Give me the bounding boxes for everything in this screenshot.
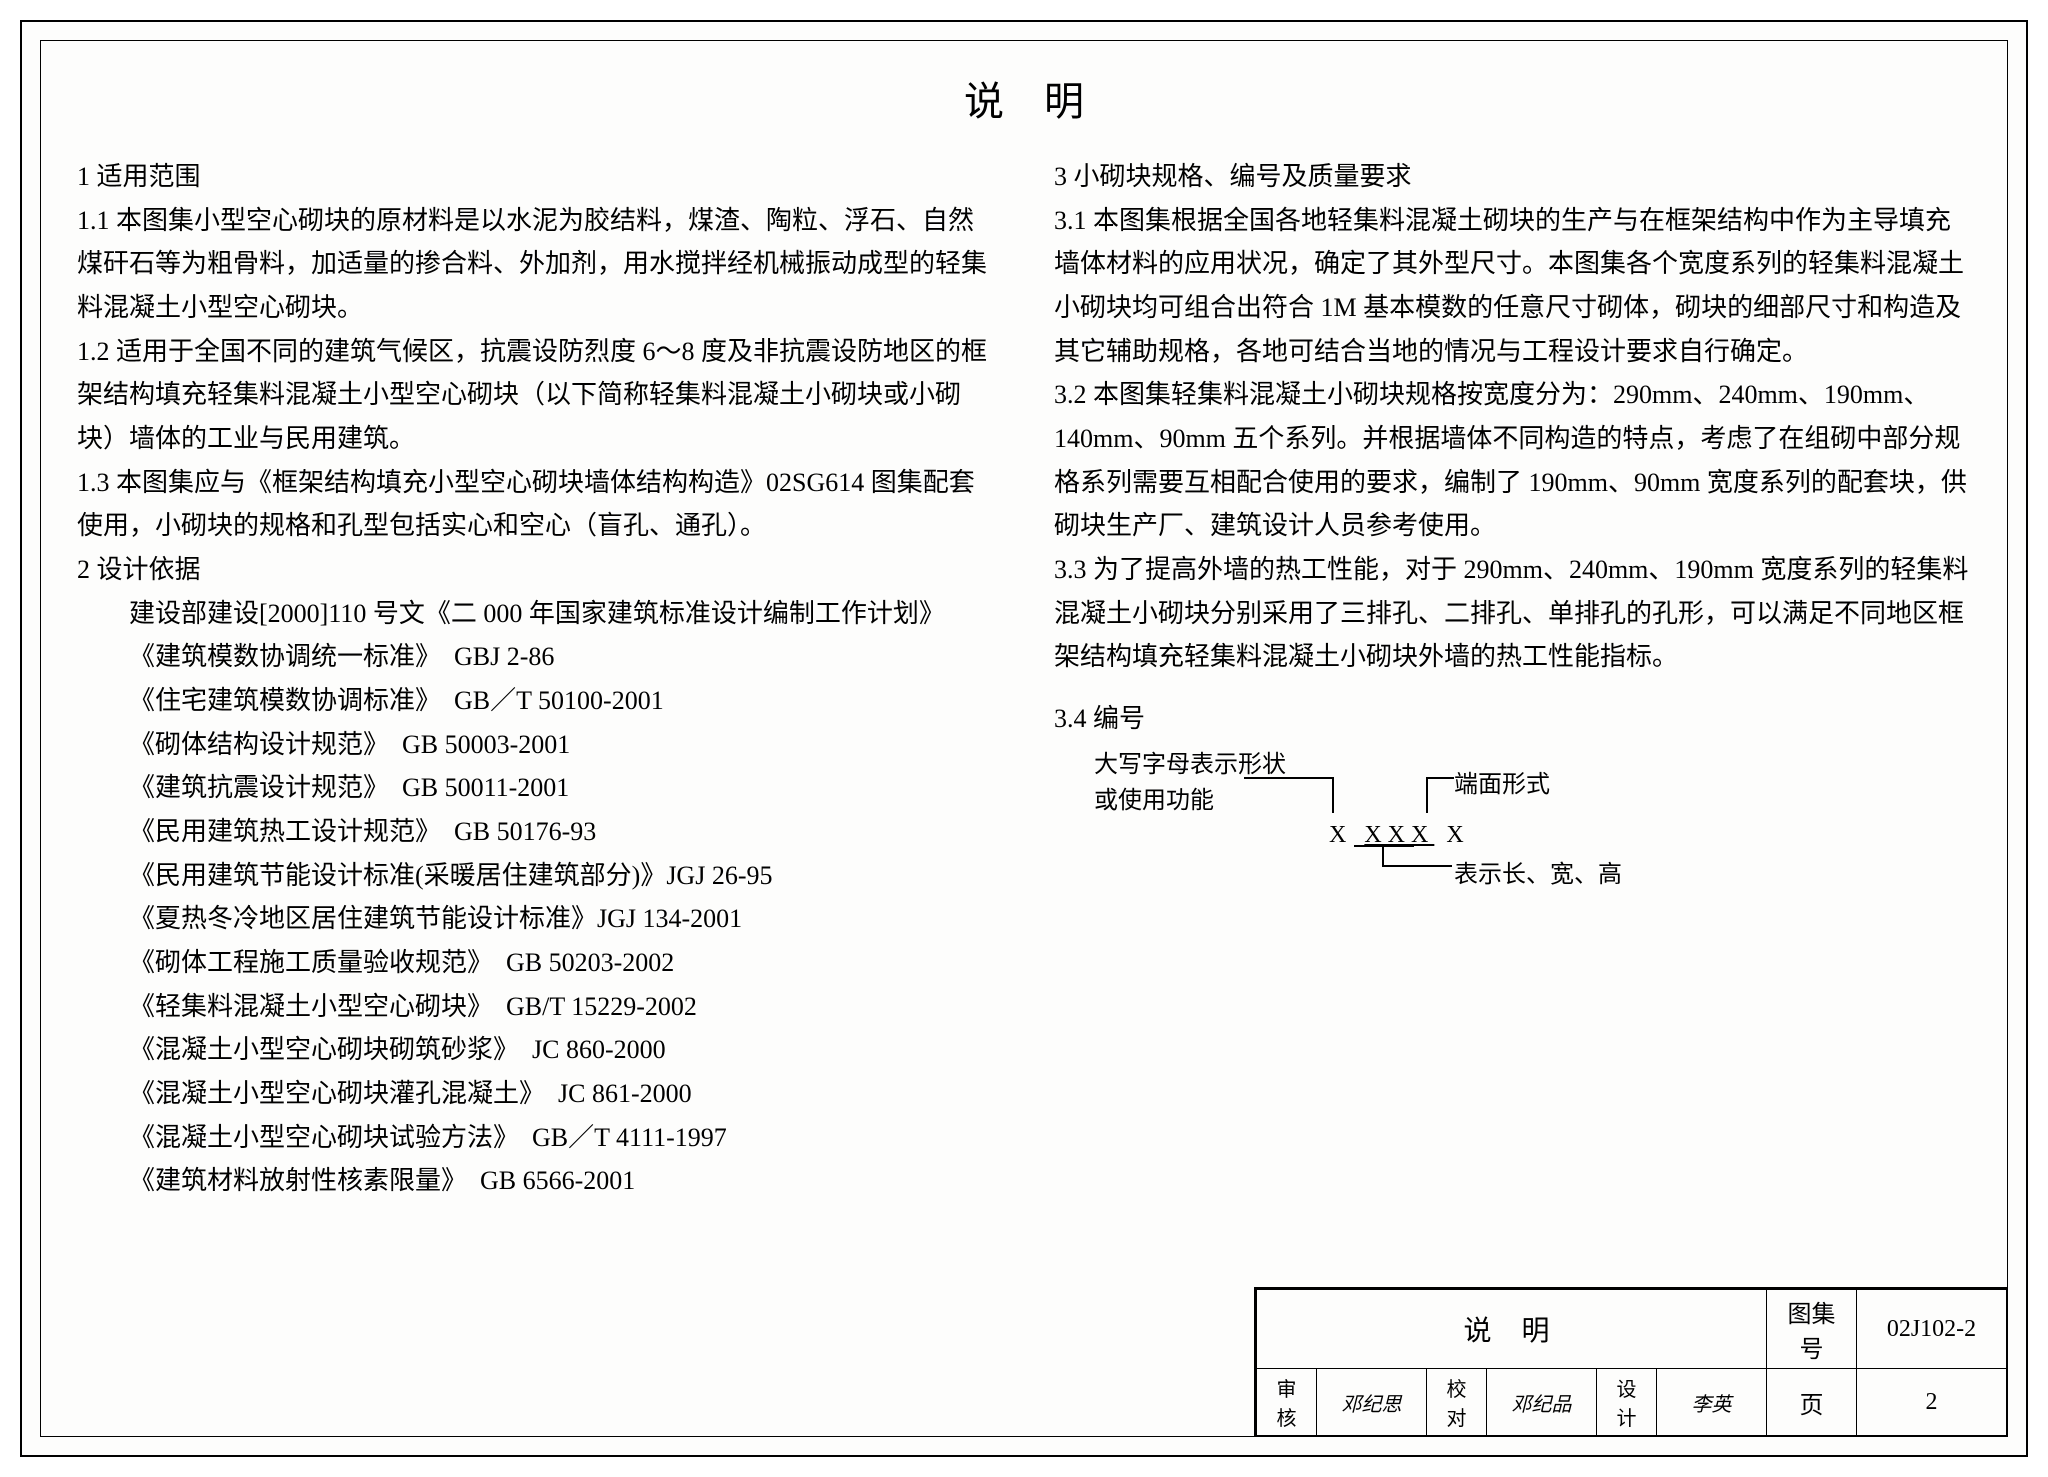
left-column: 1 适用范围 1.1 本图集小型空心砌块的原材料是以水泥为胶结料，煤渣、陶粒、浮…: [77, 155, 994, 1432]
titleblock-shenhe-label: 审核: [1257, 1369, 1317, 1436]
title-block: 说明 图集号 02J102-2 审核 邓纪思 校对 邓纪品 设计 李英 页 2: [1254, 1287, 2007, 1436]
standard-line: 《民用建筑节能设计标准(采暖居住建筑部分)》JGJ 26-95: [77, 854, 994, 898]
right-column: 3 小砌块规格、编号及质量要求 3.1 本图集根据全国各地轻集料混凝土砌块的生产…: [1054, 155, 1971, 1432]
standard-line: 《砌体结构设计规范》 GB 50003-2001: [77, 723, 994, 767]
titleblock-jiaodu-label: 校对: [1427, 1369, 1487, 1436]
page-outer-frame: 说明 1 适用范围 1.1 本图集小型空心砌块的原材料是以水泥为胶结料，煤渣、陶…: [20, 20, 2028, 1457]
para-1-1: 1.1 本图集小型空心砌块的原材料是以水泥为胶结料，煤渣、陶粒、浮石、自然煤矸石…: [77, 199, 994, 330]
para-3-1: 3.1 本图集根据全国各地轻集料混凝土砌块的生产与在框架结构中作为主导填充墙体材…: [1054, 199, 1971, 374]
standard-line: 《建筑模数协调统一标准》 GBJ 2-86: [77, 635, 994, 679]
standard-line: 《住宅建筑模数协调标准》 GB／T 50100-2001: [77, 679, 994, 723]
section-3-4-heading: 3.4 编号: [1054, 697, 1971, 741]
section-2-heading: 2 设计依据: [77, 548, 994, 592]
standard-line: 《夏热冬冷地区居住建筑节能设计标准》JGJ 134-2001: [77, 897, 994, 941]
diagram-left-label-text: 大写字母表示形状 或使用功能: [1094, 752, 1286, 814]
standard-line: 《民用建筑热工设计规范》 GB 50176-93: [77, 810, 994, 854]
diagram-bottom-label: 表示长、宽、高: [1454, 855, 1622, 895]
standard-line: 《砌体工程施工质量验收规范》 GB 50203-2002: [77, 941, 994, 985]
titleblock-sig-3: 李英: [1657, 1369, 1767, 1436]
standard-line: 《建筑抗震设计规范》 GB 50011-2001: [77, 766, 994, 810]
code-left-x: X: [1329, 822, 1352, 848]
standard-line: 《混凝土小型空心砌块试验方法》 GB／T 4111-1997: [77, 1116, 994, 1160]
diagram-code: X XXX X: [1329, 815, 1470, 855]
titleblock-sheji-label: 设计: [1597, 1369, 1657, 1436]
standard-line: 《混凝土小型空心砌块灌孔混凝土》 JC 861-2000: [77, 1072, 994, 1116]
para-1-2: 1.2 适用于全国不同的建筑气候区，抗震设防烈度 6～8 度及非抗震设防地区的框…: [77, 330, 994, 461]
titleblock-ye-num: 2: [1857, 1369, 2007, 1436]
section-1-heading: 1 适用范围: [77, 155, 994, 199]
page-inner-frame: 说明 1 适用范围 1.1 本图集小型空心砌块的原材料是以水泥为胶结料，煤渣、陶…: [40, 40, 2008, 1437]
diagram-connector: [1244, 777, 1334, 779]
diagram-left-label: 大写字母表示形状 或使用功能: [1094, 747, 1286, 819]
standard-line: 《建筑材料放射性核素限量》 GB 6566-2001: [77, 1159, 994, 1203]
diagram-connector: [1426, 777, 1454, 779]
two-column-layout: 1 适用范围 1.1 本图集小型空心砌块的原材料是以水泥为胶结料，煤渣、陶粒、浮…: [77, 155, 1971, 1432]
table-row: 说明 图集号 02J102-2: [1257, 1290, 2007, 1369]
titleblock-tuji-label: 图集号: [1767, 1290, 1857, 1369]
section-3-heading: 3 小砌块规格、编号及质量要求: [1054, 155, 1971, 199]
para-2-1: 建设部建设[2000]110 号文《二 000 年国家建筑标准设计编制工作计划》: [77, 592, 994, 636]
table-row: 审核 邓纪思 校对 邓纪品 设计 李英 页 2: [1257, 1369, 2007, 1436]
titleblock-tuji-num: 02J102-2: [1857, 1290, 2007, 1369]
diagram-connector: [1426, 777, 1428, 813]
titleblock-doc-title: 说明: [1257, 1290, 1767, 1369]
titleblock-sig-2: 邓纪品: [1487, 1369, 1597, 1436]
diagram-connector: [1382, 865, 1452, 867]
para-1-3: 1.3 本图集应与《框架结构填充小型空心砌块墙体结构构造》02SG614 图集配…: [77, 461, 994, 548]
diagram-right-label: 端面形式: [1454, 765, 1550, 805]
title-block-table: 说明 图集号 02J102-2 审核 邓纪思 校对 邓纪品 设计 李英 页 2: [1256, 1289, 2007, 1436]
code-right-x: X: [1446, 822, 1469, 848]
para-3-3: 3.3 为了提高外墙的热工性能，对于 290mm、240mm、190mm 宽度系…: [1054, 548, 1971, 679]
titleblock-sig-1: 邓纪思: [1317, 1369, 1427, 1436]
standard-line: 《轻集料混凝土小型空心砌块》 GB/T 15229-2002: [77, 985, 994, 1029]
titleblock-ye-label: 页: [1767, 1369, 1857, 1436]
standard-line: 《混凝土小型空心砌块砌筑砂浆》 JC 860-2000: [77, 1028, 994, 1072]
diagram-connector: [1332, 777, 1334, 813]
page-title: 说明: [77, 69, 1971, 127]
diagram-connector: [1354, 845, 1414, 847]
para-3-2: 3.2 本图集轻集料混凝土小砌块规格按宽度分为：290mm、240mm、190m…: [1054, 373, 1971, 548]
numbering-diagram: 大写字母表示形状 或使用功能 端面形式 表示长、宽、高 X XXX X: [1094, 747, 1654, 917]
diagram-connector: [1382, 845, 1384, 867]
